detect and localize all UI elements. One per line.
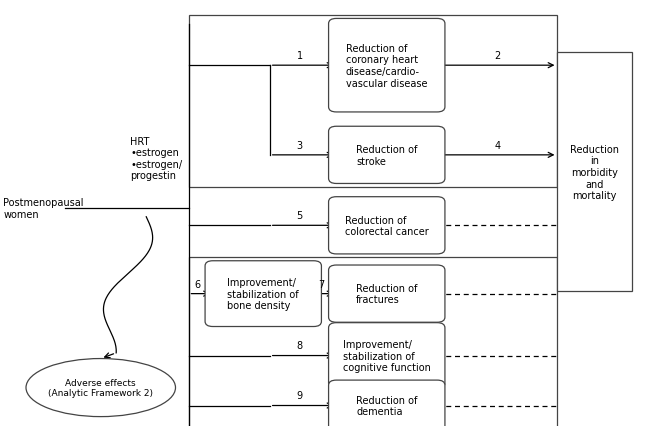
Text: Reduction of
fractures: Reduction of fractures [356, 283, 417, 305]
FancyBboxPatch shape [328, 197, 445, 254]
FancyBboxPatch shape [558, 53, 632, 292]
Text: Adverse effects
(Analytic Framework 2): Adverse effects (Analytic Framework 2) [48, 378, 153, 397]
Text: Reduction
in
morbidity
and
mortality: Reduction in morbidity and mortality [570, 144, 619, 201]
Text: 7: 7 [318, 279, 325, 289]
Text: Reduction of
stroke: Reduction of stroke [356, 145, 417, 166]
Text: Reduction of
colorectal cancer: Reduction of colorectal cancer [345, 215, 428, 236]
FancyBboxPatch shape [328, 20, 445, 113]
FancyBboxPatch shape [205, 261, 321, 327]
Text: 4: 4 [494, 141, 500, 150]
Text: 2: 2 [494, 51, 500, 61]
Text: Reduction of
dementia: Reduction of dementia [356, 395, 417, 416]
Ellipse shape [26, 359, 176, 417]
Text: HRT
•estrogen
•estrogen/
progestin: HRT •estrogen •estrogen/ progestin [130, 136, 182, 181]
FancyBboxPatch shape [328, 380, 445, 426]
Text: Improvement/
stabilization of
bone density: Improvement/ stabilization of bone densi… [227, 277, 299, 311]
Text: 1: 1 [297, 51, 303, 61]
Text: Postmenopausal
women: Postmenopausal women [3, 198, 84, 219]
Text: 6: 6 [194, 279, 200, 289]
FancyBboxPatch shape [328, 265, 445, 322]
FancyBboxPatch shape [328, 323, 445, 389]
Bar [188, 16, 558, 187]
Text: 3: 3 [297, 141, 303, 150]
Bar [188, 258, 558, 426]
Text: Improvement/
stabilization of
cognitive function: Improvement/ stabilization of cognitive … [343, 339, 431, 372]
Text: 5: 5 [296, 211, 303, 221]
Text: 8: 8 [297, 341, 303, 351]
Text: Reduction of
coronary heart
disease/cardio-
vascular disease: Reduction of coronary heart disease/card… [346, 44, 428, 88]
Text: 9: 9 [297, 391, 303, 400]
FancyBboxPatch shape [328, 127, 445, 184]
